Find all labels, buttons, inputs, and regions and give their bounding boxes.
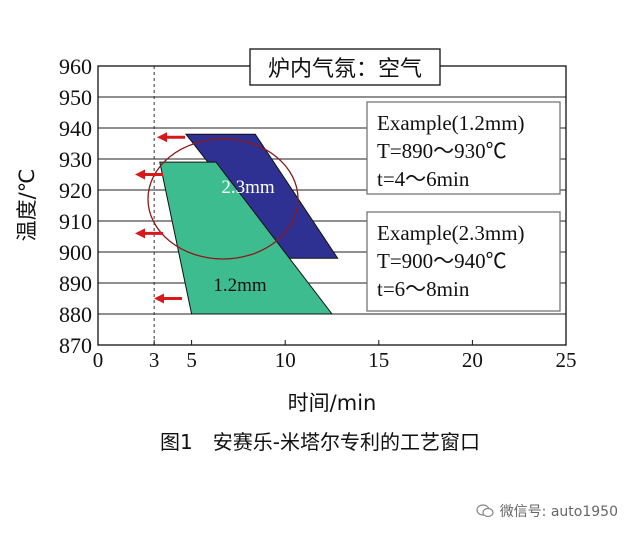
example-line: t=4～6min (377, 167, 470, 191)
red-arrow-head (135, 228, 145, 239)
x-axis-label: 时间/min (288, 391, 377, 415)
x-tick-label: 3 (149, 348, 160, 372)
red-arrow-head (154, 293, 164, 304)
y-tick-label: 950 (59, 85, 92, 110)
y-tick-label: 940 (59, 116, 92, 141)
example-box (366, 101, 561, 195)
y-tick-label: 910 (59, 209, 92, 234)
y-tick-label: 930 (59, 147, 92, 172)
y-tick-label: 890 (59, 271, 92, 296)
example-line: t=6～8min (377, 277, 470, 301)
red-arrow-head (157, 132, 167, 143)
process-regions: 2.3mm 1.2mm (159, 133, 339, 315)
region-label-2.3mm: 2.3mm (221, 177, 275, 198)
x-tick-label: 10 (275, 348, 296, 372)
y-tick-label: 870 (59, 333, 92, 358)
x-tick-label: 20 (462, 348, 483, 372)
y-tick-label: 900 (59, 240, 92, 265)
region-1.2mm (159, 161, 334, 315)
red-arrow-head (135, 169, 145, 180)
chart-title: 炉内气氛：空气 (268, 57, 422, 82)
example-line: T=890～930℃ (377, 139, 507, 163)
example-box (366, 211, 561, 312)
region-label-1.2mm: 1.2mm (213, 275, 267, 296)
example-line: T=900～940℃ (377, 249, 507, 273)
title-box (249, 48, 441, 86)
y-tick-label: 920 (59, 178, 92, 203)
x-tick-label: 15 (368, 348, 389, 372)
y-tick-label: 880 (59, 302, 92, 327)
wechat-icon (476, 504, 494, 518)
x-tick-label: 5 (186, 348, 197, 372)
watermark-text: 微信号: auto1950 (499, 504, 618, 520)
example-boxes: 炉内气氛：空气 Example(1.2mm) T=890～930℃ t=4～6min E… (249, 48, 561, 312)
example-line: Example(1.2mm) (377, 111, 525, 135)
y-axis-label: 温度/℃ (15, 169, 39, 242)
figure-caption: 图1 安赛乐-米塔尔专利的工艺窗口 (160, 430, 480, 454)
x-tick-label: 25 (556, 348, 577, 372)
watermark: 微信号: auto1950 (476, 501, 618, 521)
chart-overlays (135, 66, 299, 345)
highlight-circle (147, 138, 299, 260)
example-line: Example(2.3mm) (377, 221, 525, 245)
y-tick-label: 960 (59, 54, 92, 79)
axes: 870 880 890 900 910 920 930 940 950 960 0 3 5 10 15 20 2… (15, 54, 577, 415)
chart: 2.3mm 1.2mm 870 880 890 900 910 920 930 940 950 96… (15, 48, 577, 415)
x-tick-label: 0 (93, 348, 104, 372)
